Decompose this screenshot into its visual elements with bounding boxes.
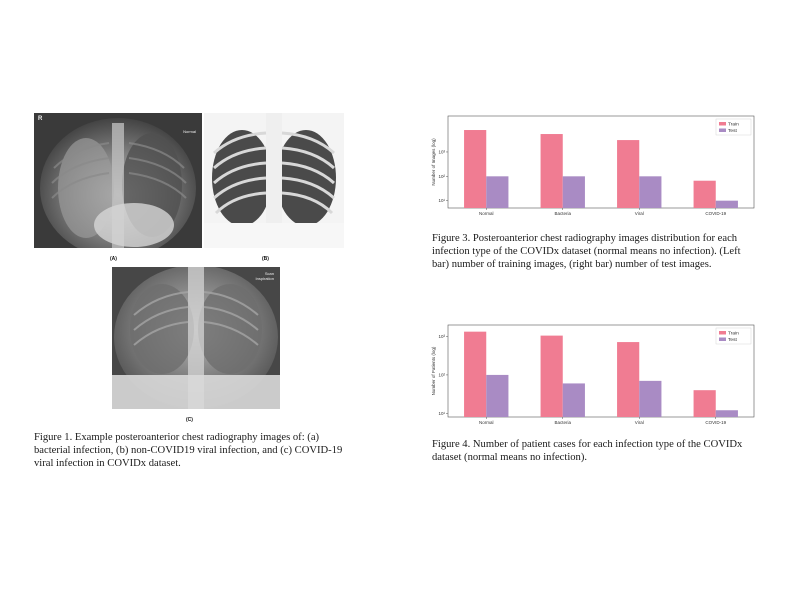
- figure-3-caption: Figure 3. Posteroanterior chest radiogra…: [432, 233, 741, 271]
- x-tick-label: Viral: [635, 420, 644, 425]
- train-bar-normal: [464, 331, 487, 417]
- train-bar-bacteria: [540, 134, 563, 208]
- figure-3-chart: 10¹ 10² 10³ Number of Images (log) Normal Bac…: [428, 112, 760, 220]
- xray-image-b: [204, 113, 344, 248]
- train-bar-viral: [617, 342, 640, 417]
- panel-tag: Normal: [183, 129, 196, 134]
- test-bar-viral: [639, 176, 662, 208]
- corner-mark: R: [38, 116, 43, 122]
- plot-frame: [447, 115, 755, 209]
- y-axis-label: Number of Images (log): [431, 138, 436, 186]
- train-bar-covid-19: [693, 390, 716, 417]
- y-tick-label: 10¹: [438, 198, 445, 203]
- legend-entry: Train: [728, 121, 739, 127]
- train-bar-covid-19: [693, 180, 716, 208]
- legend-swatch: [719, 122, 726, 126]
- legend-entry: Test: [728, 128, 737, 134]
- figure-4-chart: 10¹ 10² 10³ Number of Patients (log) Normal B…: [428, 321, 760, 429]
- patients-bar-chart: 10¹ 10² 10³ Number of Patients (log) Normal B…: [431, 324, 755, 425]
- train-bar-normal: [464, 130, 487, 208]
- train-bar-viral: [617, 140, 640, 208]
- legend-entry: Test: [728, 337, 737, 343]
- y-tick-label: 10³: [438, 334, 445, 339]
- x-tick-label: Bacteria: [554, 211, 571, 216]
- x-tick-label: COVID-19: [705, 420, 726, 425]
- plot-frame: [447, 324, 755, 418]
- test-bar-covid-19: [715, 200, 738, 208]
- panel-label-b: (B): [262, 256, 269, 262]
- x-tick-label: Viral: [635, 211, 644, 216]
- legend-entry: Train: [728, 330, 739, 336]
- figure-1-caption: Figure 1. Example posteroanterior chest …: [34, 432, 343, 470]
- test-bar-covid-19: [715, 410, 738, 417]
- test-bar-viral: [639, 380, 662, 417]
- x-tick-label: Normal: [479, 211, 494, 216]
- xray-image-c: [112, 267, 280, 409]
- panel-label-c: (C): [186, 417, 193, 423]
- legend-swatch: [719, 331, 726, 335]
- xray-image-a: [34, 113, 202, 248]
- panel-tag: Scan Inspiration: [255, 271, 274, 281]
- xray-panel-c: Scan Inspiration: [112, 267, 280, 409]
- legend-swatch: [719, 337, 726, 341]
- y-tick-label: 10¹: [438, 411, 445, 416]
- test-bar-normal: [486, 374, 509, 417]
- y-tick-label: 10²: [438, 174, 445, 179]
- legend-swatch: [719, 128, 726, 132]
- xray-panel-b: [204, 113, 344, 248]
- y-axis-label: Number of Patients (log): [431, 346, 436, 395]
- figure-4-caption: Figure 4. Number of patient cases for ea…: [432, 439, 743, 464]
- x-tick-label: Normal: [479, 420, 494, 425]
- xray-panel-a: R Normal: [34, 113, 202, 248]
- test-bar-bacteria: [562, 176, 585, 208]
- test-bar-normal: [486, 176, 509, 208]
- test-bar-bacteria: [562, 383, 585, 417]
- train-bar-bacteria: [540, 335, 563, 417]
- y-tick-label: 10³: [438, 149, 445, 154]
- x-tick-label: COVID-19: [705, 211, 726, 216]
- panel-label-a: (A): [110, 256, 117, 262]
- x-tick-label: Bacteria: [554, 420, 571, 425]
- y-tick-label: 10²: [438, 372, 445, 377]
